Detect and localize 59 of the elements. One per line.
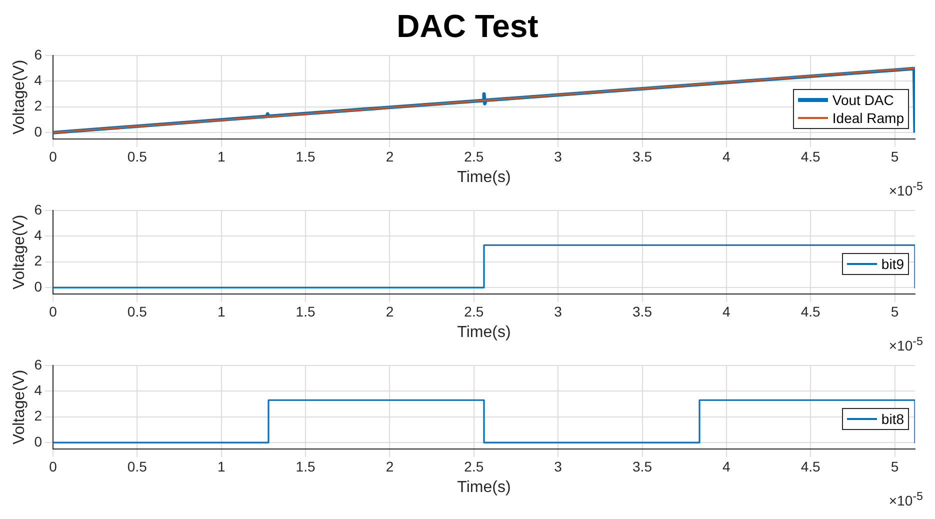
legend-label: bit9	[881, 255, 904, 274]
x-tick-label: 1.5	[296, 458, 316, 474]
x-tick-label: 2	[386, 303, 394, 320]
x-tick-label: 0.5	[127, 303, 148, 320]
x-tick-label: 5	[890, 458, 899, 474]
x-tick-label: 5	[890, 148, 899, 164]
legend-label: Ideal Ramp	[832, 109, 904, 128]
x-tick-label: 3	[554, 148, 562, 164]
chart-title: DAC Test	[396, 8, 540, 44]
x-tick-label: 2.5	[464, 303, 484, 320]
x-tick-label: 0.5	[127, 148, 148, 164]
y-tick-label: 4	[34, 382, 42, 398]
y-tick-label: 6	[34, 46, 42, 62]
y-tick-label: 2	[34, 408, 42, 424]
x-tick-label: 0.5	[127, 458, 148, 474]
x-tick-label: 0	[49, 458, 58, 474]
x-tick-label: 0	[49, 148, 58, 164]
y-tick-label: 6	[34, 356, 42, 372]
x-tick-label: 1	[217, 303, 226, 320]
x-tick-label: 1.5	[296, 148, 316, 164]
x-tick-label: 4.5	[800, 458, 821, 474]
x-tick-label: 4.5	[800, 303, 821, 320]
text: ×10$^{-5}$	[888, 335, 923, 354]
y-axis-title: Voltage(V)	[11, 214, 28, 290]
x-axis-title: Time(s)	[457, 324, 511, 341]
y-tick-label: 2	[34, 252, 42, 269]
x-tick-label: 2.5	[464, 458, 484, 474]
x-tick-label: 5	[890, 303, 899, 320]
x-tick-label: 1.5	[296, 303, 316, 320]
y-tick-label: 2	[34, 98, 42, 114]
x-tick-label: 3.5	[632, 303, 652, 320]
y-tick-label: 4	[34, 226, 42, 243]
y-tick-label: 4	[34, 72, 42, 88]
y-axis-title: Voltage(V)	[11, 60, 28, 135]
y-axis-title: Voltage(V)	[11, 370, 28, 445]
x-tick-label: 3	[554, 458, 562, 474]
y-tick-label: 0	[34, 278, 42, 294]
x-tick-label: 3.5	[632, 458, 652, 474]
x-tick-label: 1	[217, 148, 226, 164]
x-tick-label: 0	[49, 303, 58, 320]
x-tick-label: 2	[386, 458, 394, 474]
x-tick-label: 2.5	[464, 148, 484, 164]
x-tick-label: 4.5	[800, 148, 821, 164]
x-axis-title: Time(s)	[457, 478, 511, 496]
x-tick-label: 4	[722, 303, 731, 320]
text: ×10$^{-5}$	[888, 180, 923, 199]
text: ×10$^{-5}$	[888, 490, 923, 509]
y-tick-label: 0	[34, 433, 42, 450]
x-tick-label: 3.5	[632, 148, 652, 164]
legend-label: bit8	[881, 410, 904, 428]
x-tick-label: 3	[554, 303, 562, 320]
x-tick-label: 4	[722, 148, 731, 164]
x-axis-title: Time(s)	[457, 168, 511, 186]
y-tick-label: 0	[34, 123, 42, 140]
x-tick-label: 4	[722, 458, 731, 474]
legend-label: Vout DAC	[832, 91, 894, 110]
x-tick-label: 1	[217, 458, 226, 474]
x-tick-label: 2	[386, 148, 394, 164]
y-tick-label: 6	[34, 201, 42, 218]
